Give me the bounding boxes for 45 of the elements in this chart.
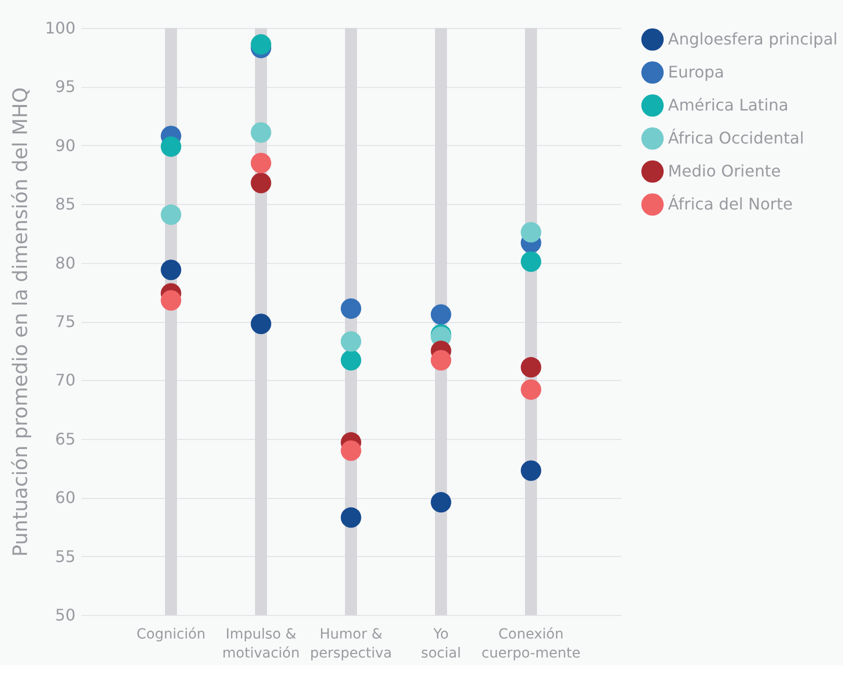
point (160, 136, 182, 157)
y-tick-label: 95 (55, 77, 76, 96)
y-tick-label: 60 (55, 488, 76, 508)
point (340, 440, 362, 461)
point (430, 350, 452, 370)
y-tick-label: 65 (55, 429, 76, 448)
x-tick-label: Cognición (136, 626, 206, 642)
y-tick-label: 90 (55, 136, 76, 155)
legend-label: Europa (668, 62, 724, 82)
x-tick-label: Conexión cuerpo-mente (482, 626, 580, 662)
point (430, 304, 452, 325)
point (430, 492, 452, 513)
x-tick-label: Yo social (421, 626, 461, 662)
point (250, 314, 272, 334)
point (160, 260, 182, 280)
y-tick-label: 55 (55, 546, 76, 566)
point (250, 172, 272, 194)
point (340, 298, 362, 319)
point (340, 350, 362, 370)
legend-label: América Latina (668, 96, 788, 114)
legend-label: Medio Oriente (668, 162, 781, 180)
point (250, 34, 272, 55)
point (250, 152, 272, 174)
point (160, 204, 182, 225)
point (520, 357, 542, 378)
y-axis-title: Puntuación promedio en la dimensión del MHQ (8, 87, 32, 557)
x-tick-label: Humor & perspectiva (310, 626, 392, 662)
point (340, 507, 362, 528)
y-tick-label: 70 (55, 370, 76, 390)
y-tick-label: 100 (44, 18, 76, 38)
x-tick-label: Impulso & motivación (222, 626, 300, 662)
y-tick-label: 50 (55, 606, 76, 624)
point (520, 460, 542, 481)
y-tick-label: 75 (55, 312, 76, 331)
y-tick-label: 85 (55, 194, 76, 214)
point (520, 251, 542, 272)
y-tick-label: 80 (55, 253, 76, 272)
legend-label: Angloesfera principal (668, 30, 838, 48)
point (520, 379, 542, 400)
point (520, 222, 542, 243)
point (160, 290, 182, 311)
legend-label: África Occidental (668, 128, 804, 148)
point (250, 122, 272, 143)
legend-label: África del Norte (668, 194, 793, 214)
point (340, 331, 362, 352)
